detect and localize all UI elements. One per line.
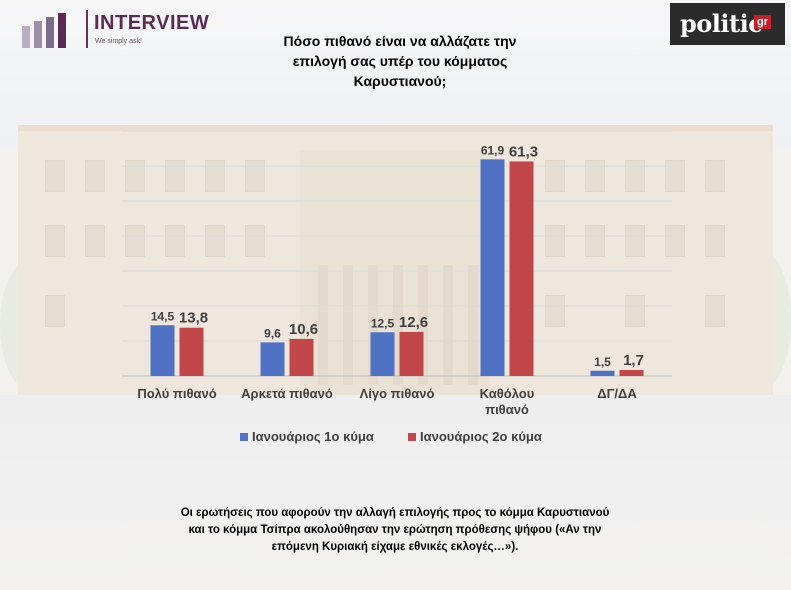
chart-title-line: Πόσο πιθανό είναι να αλλάζατε την — [283, 33, 517, 49]
category-label: Πολύ πιθανό — [137, 386, 216, 401]
logo-tagline: We simply ask! — [95, 38, 142, 45]
chart-title-line: Καρυστιανού; — [353, 73, 447, 89]
data-label: 1,7 — [623, 352, 644, 369]
bar — [480, 159, 505, 376]
legend-swatch — [408, 433, 416, 441]
data-label: 12,5 — [371, 316, 395, 330]
category-label: Αρκετά πιθανό — [241, 386, 333, 401]
data-label: 12,6 — [399, 314, 428, 331]
legend-label: Ιανουάριος 2ο κύμα — [420, 429, 542, 444]
category-label: Λίγο πιθανό — [360, 386, 435, 401]
category-label: ΔΓ/ΔΑ — [597, 386, 637, 401]
data-label: 1,5 — [594, 355, 611, 369]
data-label: 61,9 — [481, 143, 505, 157]
chart-title: Πόσο πιθανό είναι να αλλάζατε την επιλογ… — [250, 31, 550, 91]
category-label: πιθανό — [485, 402, 529, 417]
politic-logo-name: politic — [680, 9, 763, 38]
bar — [150, 325, 175, 376]
legend-label: Ιανουάριος 1ο κύμα — [252, 429, 374, 444]
footnote-line: επόμενη Κυριακή είχαμε εθνικές εκλογές…»… — [271, 541, 519, 553]
legend-swatch — [240, 433, 248, 441]
interview-logo: INTERVIEW We simply ask! — [22, 8, 209, 48]
bar — [619, 370, 644, 376]
bar — [179, 327, 204, 376]
bar — [399, 331, 424, 376]
logo-divider — [86, 10, 88, 48]
chart-title-line: επιλογή σας υπέρ του κόμματος — [292, 53, 508, 69]
bar — [370, 332, 395, 376]
data-label: 10,6 — [289, 321, 318, 338]
politic-logo: politic gr — [670, 3, 785, 45]
bar — [260, 342, 285, 376]
category-label: Καθόλου — [480, 386, 535, 401]
data-label: 9,6 — [264, 326, 281, 340]
data-label: 14,5 — [151, 309, 175, 323]
data-label: 13,8 — [179, 310, 208, 327]
politic-logo-suffix: gr — [754, 15, 771, 29]
interview-bars-icon — [22, 13, 66, 48]
bar — [590, 370, 615, 376]
footnote-line: Οι ερωτήσεις που αφορούν την αλλαγή επιλ… — [180, 507, 610, 519]
data-label: 61,3 — [509, 143, 538, 160]
footnote-line: και το κόμμα Τσίπρα ακολούθησαν την ερώτ… — [188, 524, 602, 536]
bar — [289, 338, 314, 376]
logo-name: INTERVIEW — [94, 12, 210, 34]
footnote: Οι ερωτήσεις που αφορούν την αλλαγή επιλ… — [120, 505, 670, 556]
bar — [509, 161, 534, 376]
